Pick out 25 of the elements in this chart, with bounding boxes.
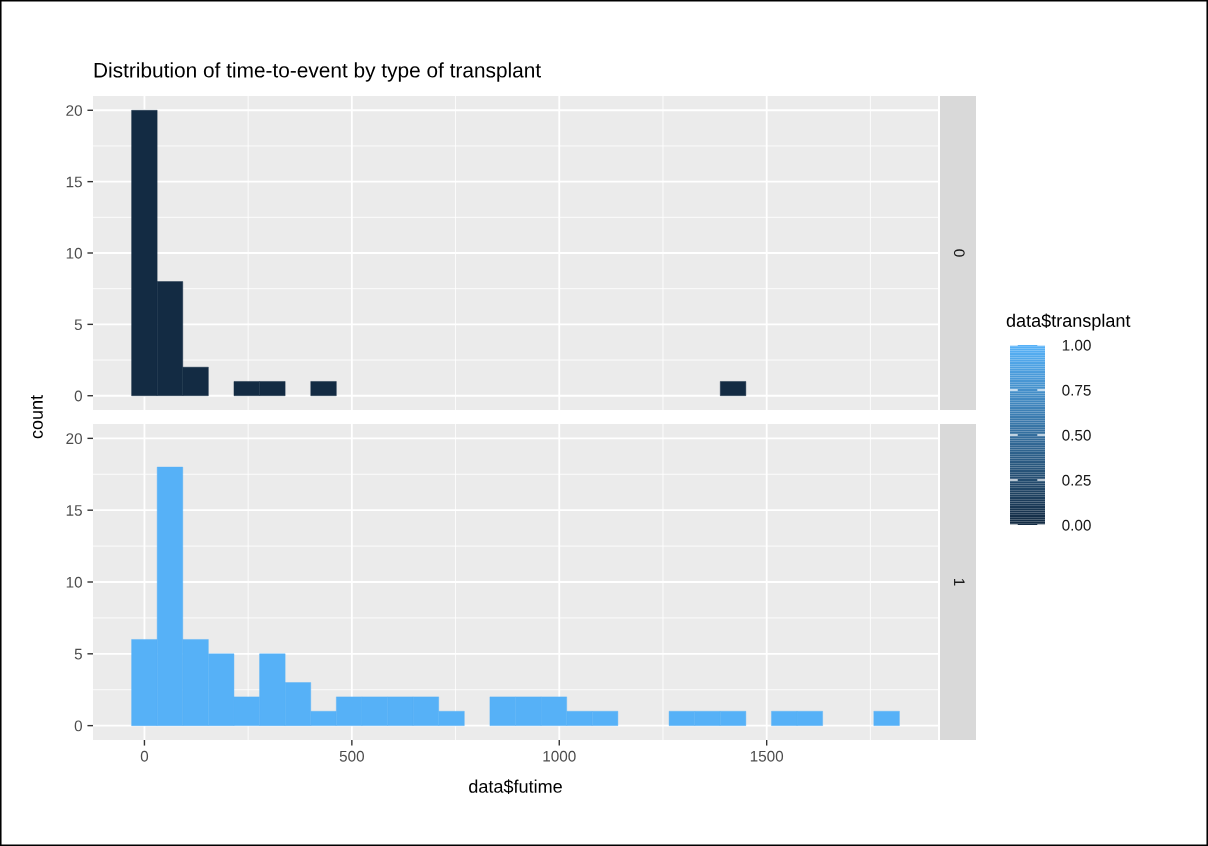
y-tick-label: 15 [66,176,82,188]
x-tick-label: 1000 [543,750,576,762]
y-tick-label: 0 [74,720,82,732]
y-tick-label: 10 [66,247,82,259]
y-tick-label: 15 [66,505,82,516]
color-bar-label: 1.00 [1062,339,1091,351]
x-tick-label: 1500 [750,750,784,762]
color-bar-label: 0.50 [1062,429,1091,441]
x-tick-label: 0 [140,750,149,762]
text: 1 [954,578,965,586]
y-tick-label: 10 [66,576,82,588]
y-tick-label: 5 [74,319,82,331]
color-bar-label: 0.25 [1062,474,1091,486]
y-tick-label: 5 [74,648,82,660]
color-bar-label: 0.00 [1062,519,1091,531]
color-bar-label: 0.75 [1062,384,1091,396]
y-tick-label: 20 [66,433,82,445]
y-axis-title: count [31,395,43,439]
x-tick-label: 500 [339,750,364,762]
y-tick-label: 0 [74,390,82,402]
y-tick-label: 20 [66,105,82,116]
text: 0 [953,249,965,257]
color-bar-title: data$transplant [1006,313,1131,331]
chart-title: Distribution of time-to-event by type of transplant [94,62,541,82]
x-axis-title: data$futime [469,779,562,794]
